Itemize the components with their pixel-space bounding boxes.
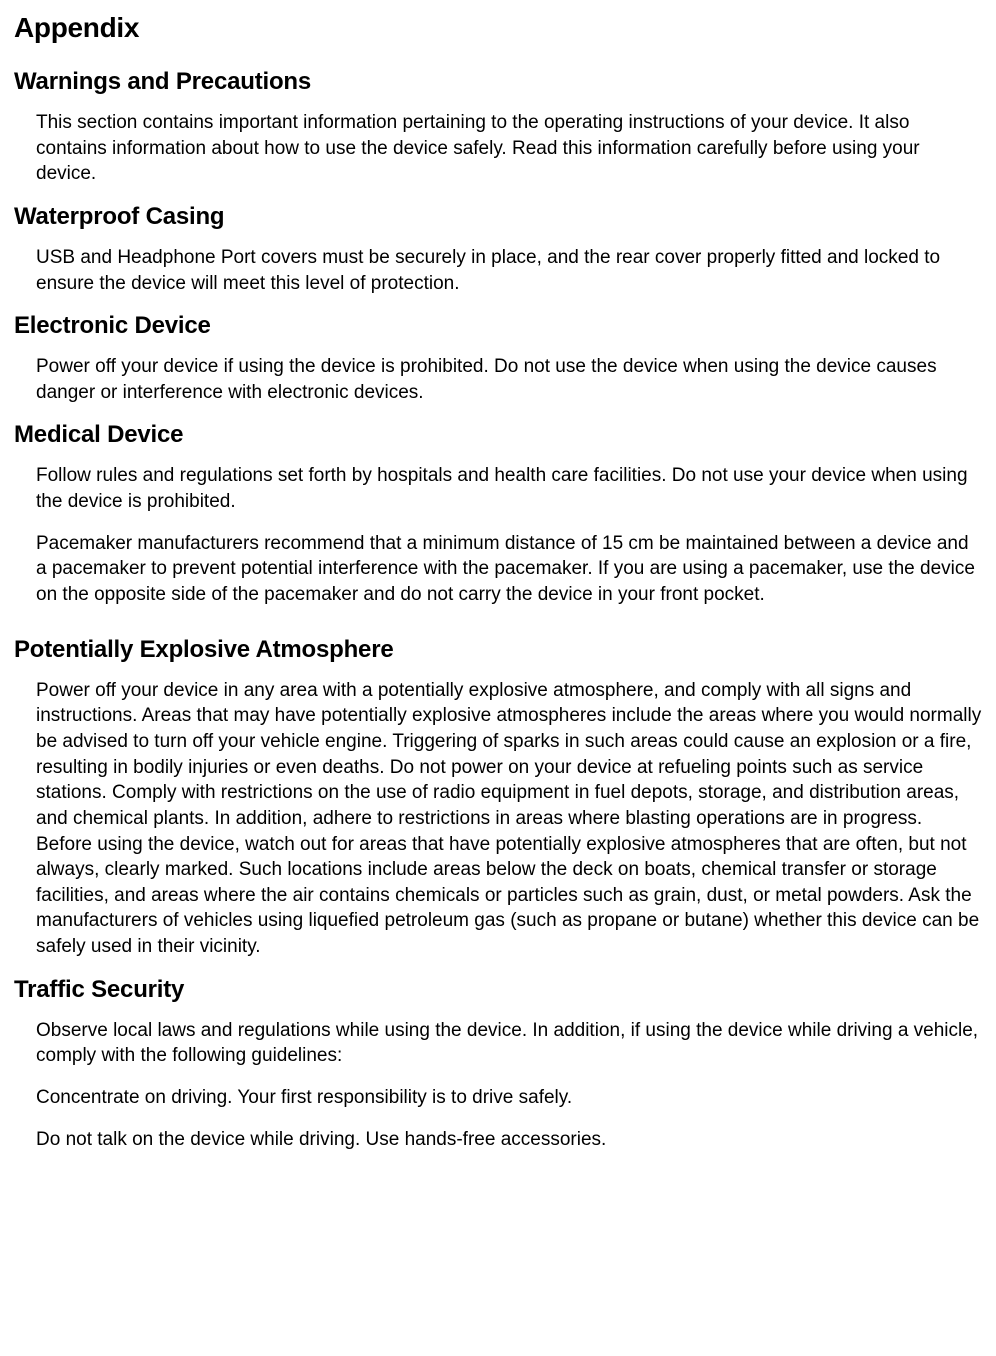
section-paragraph: Observe local laws and regulations while… [36,1018,982,1069]
section-waterproof: Waterproof Casing USB and Headphone Port… [14,203,982,296]
section-paragraph: Do not talk on the device while driving.… [36,1127,982,1153]
section-heading: Traffic Security [14,976,982,1004]
section-electronic-device: Electronic Device Power off your device … [14,312,982,405]
section-warnings: Warnings and Precautions This section co… [14,68,982,187]
section-paragraph: Power off your device if using the devic… [36,354,982,405]
section-explosive-atmosphere: Potentially Explosive Atmosphere Power o… [14,636,982,960]
section-heading: Medical Device [14,421,982,449]
section-traffic-security: Traffic Security Observe local laws and … [14,976,982,1153]
section-heading: Warnings and Precautions [14,68,982,96]
page-title: Appendix [14,12,982,44]
section-heading: Electronic Device [14,312,982,340]
section-paragraph: This section contains important informat… [36,110,982,187]
section-paragraph: USB and Headphone Port covers must be se… [36,245,982,296]
section-paragraph: Follow rules and regulations set forth b… [36,463,982,514]
section-paragraph: Concentrate on driving. Your first respo… [36,1085,982,1111]
section-heading: Potentially Explosive Atmosphere [14,636,982,664]
section-paragraph: Power off your device in any area with a… [36,678,982,960]
section-medical-device: Medical Device Follow rules and regulati… [14,421,982,607]
section-heading: Waterproof Casing [14,203,982,231]
section-paragraph: Pacemaker manufacturers recommend that a… [36,531,982,608]
